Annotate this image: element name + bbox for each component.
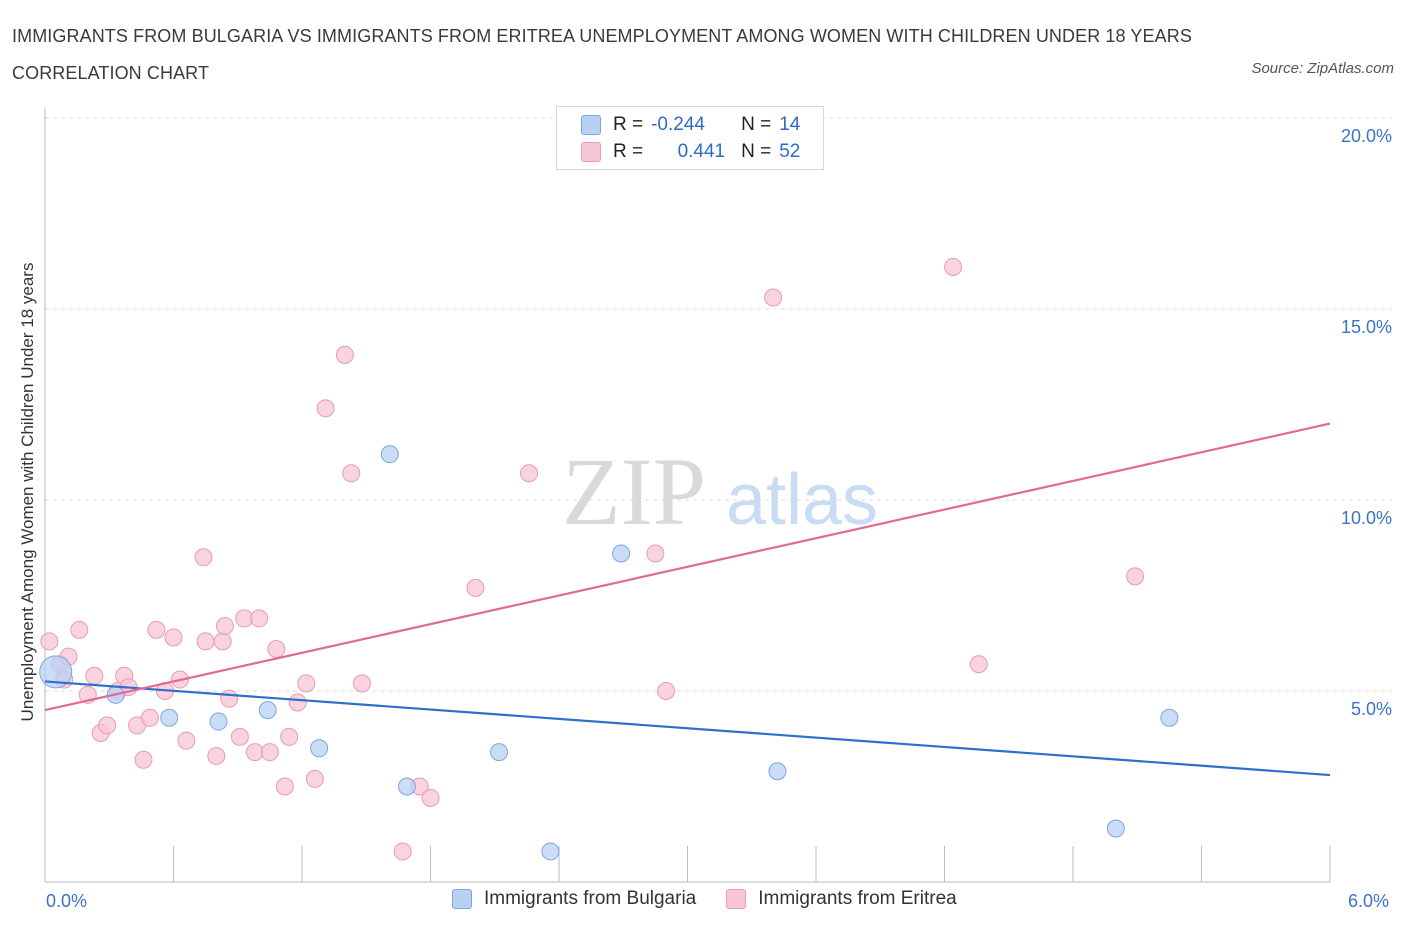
chart-title: IMMIGRANTS FROM BULGARIA VS IMMIGRANTS F… (12, 26, 1192, 83)
eritrea-point (421, 788, 440, 807)
bulgaria-point (39, 655, 73, 689)
r-label: R = (613, 114, 644, 135)
bulgaria-point (397, 777, 416, 796)
eritrea-point (275, 777, 294, 796)
bulgaria-point (310, 739, 329, 758)
x-tick-right: 6.0% (1348, 891, 1390, 911)
eritrea-point (213, 632, 232, 651)
series-bulgaria-points (39, 445, 1179, 861)
bulgaria-point (160, 708, 179, 727)
eritrea-point (944, 257, 963, 276)
series-eritrea-points (40, 257, 1145, 861)
eritrea-point (40, 632, 59, 651)
eritrea-point (134, 750, 153, 769)
eritrea-point (764, 288, 783, 307)
legend-item-bulgaria: Immigrants from Bulgaria (452, 888, 696, 910)
bulgaria-point (541, 842, 560, 861)
eritrea-point (335, 345, 354, 364)
bulgaria-r-value: -0.244 (651, 114, 705, 135)
eritrea-point (235, 609, 254, 628)
eritrea-point (657, 682, 676, 700)
eritrea-point (250, 609, 269, 628)
eritrea-point (297, 674, 316, 693)
y-tick-label: 10.0% (1341, 508, 1392, 528)
bulgaria-legend-swatch (452, 889, 472, 909)
legend-row-eritrea: R = 0.441 N = 52 (581, 139, 800, 165)
eritrea-point (177, 731, 196, 750)
source-note: Source: ZipAtlas.com (1251, 60, 1394, 77)
y-tick-label: 20.0% (1341, 126, 1392, 146)
eritrea-point (85, 666, 104, 685)
eritrea-n-value: 52 (779, 141, 801, 162)
watermark-zip: ZIP (562, 438, 706, 545)
stats-legend: R = -0.244 N = 14 R = 0.441 N = 52 (556, 106, 824, 170)
y-tick-label: 5.0% (1351, 699, 1392, 719)
y-tick-label: 15.0% (1341, 317, 1392, 337)
eritrea-point (70, 620, 89, 639)
eritrea-point (164, 628, 183, 647)
bulgaria-point (490, 743, 509, 762)
bulgaria-point (380, 445, 399, 464)
eritrea-legend-swatch (726, 889, 747, 909)
eritrea-point (267, 639, 286, 658)
eritrea-point (215, 617, 234, 636)
y-tick-labels: 5.0% 10.0% 15.0% 20.0% (1341, 126, 1392, 719)
y-axis-label: Unemployment Among Women with Children U… (18, 262, 37, 722)
bulgaria-point (612, 544, 631, 563)
eritrea-point (220, 689, 239, 708)
watermark-atlas: atlas (726, 460, 878, 540)
eritrea-point (260, 743, 279, 762)
eritrea-point (1126, 567, 1145, 586)
eritrea-point (147, 620, 166, 639)
x-tick-left: 0.0% (46, 891, 88, 911)
eritrea-trend-line (44, 422, 1331, 712)
bulgaria-legend-label: Immigrants from Bulgaria (484, 888, 697, 909)
eritrea-point (520, 464, 539, 483)
eritrea-r-value: 0.441 (677, 141, 726, 162)
eritrea-point (245, 743, 264, 762)
eritrea-point (305, 769, 324, 788)
bulgaria-point (768, 762, 787, 781)
series-legend: Immigrants from Bulgaria Immigrants from… (452, 888, 987, 910)
eritrea-point (194, 548, 213, 567)
bulgaria-point (1160, 708, 1179, 727)
eritrea-point (98, 716, 117, 735)
bulgaria-point (258, 701, 277, 720)
bulgaria-trend-line (44, 680, 1331, 777)
bulgaria-swatch (581, 115, 601, 135)
eritrea-point (352, 674, 371, 693)
eritrea-point (466, 578, 485, 597)
eritrea-point (316, 399, 335, 418)
n-label: N = (741, 141, 772, 162)
r-label: R = (613, 141, 644, 162)
legend-row-bulgaria: R = -0.244 N = 14 (581, 112, 800, 138)
eritrea-point (140, 708, 159, 727)
n-label: N = (741, 114, 772, 135)
axes (44, 108, 1331, 883)
eritrea-point (969, 655, 988, 674)
eritrea-point (393, 842, 412, 861)
bulgaria-n-value: 14 (779, 114, 801, 135)
eritrea-point (280, 727, 299, 746)
trend-lines (44, 422, 1331, 777)
eritrea-swatch (581, 142, 601, 162)
bulgaria-point (209, 712, 228, 731)
eritrea-point (342, 464, 361, 483)
bulgaria-point (1106, 819, 1125, 838)
gridlines (45, 117, 1392, 692)
eritrea-point (646, 544, 665, 563)
watermark: ZIP atlas (562, 438, 878, 545)
eritrea-point (288, 693, 307, 712)
eritrea-point (207, 746, 226, 765)
eritrea-point (196, 632, 215, 651)
legend-item-eritrea: Immigrants from Eritrea (726, 888, 957, 910)
eritrea-point (230, 727, 249, 746)
eritrea-legend-label: Immigrants from Eritrea (758, 888, 957, 909)
